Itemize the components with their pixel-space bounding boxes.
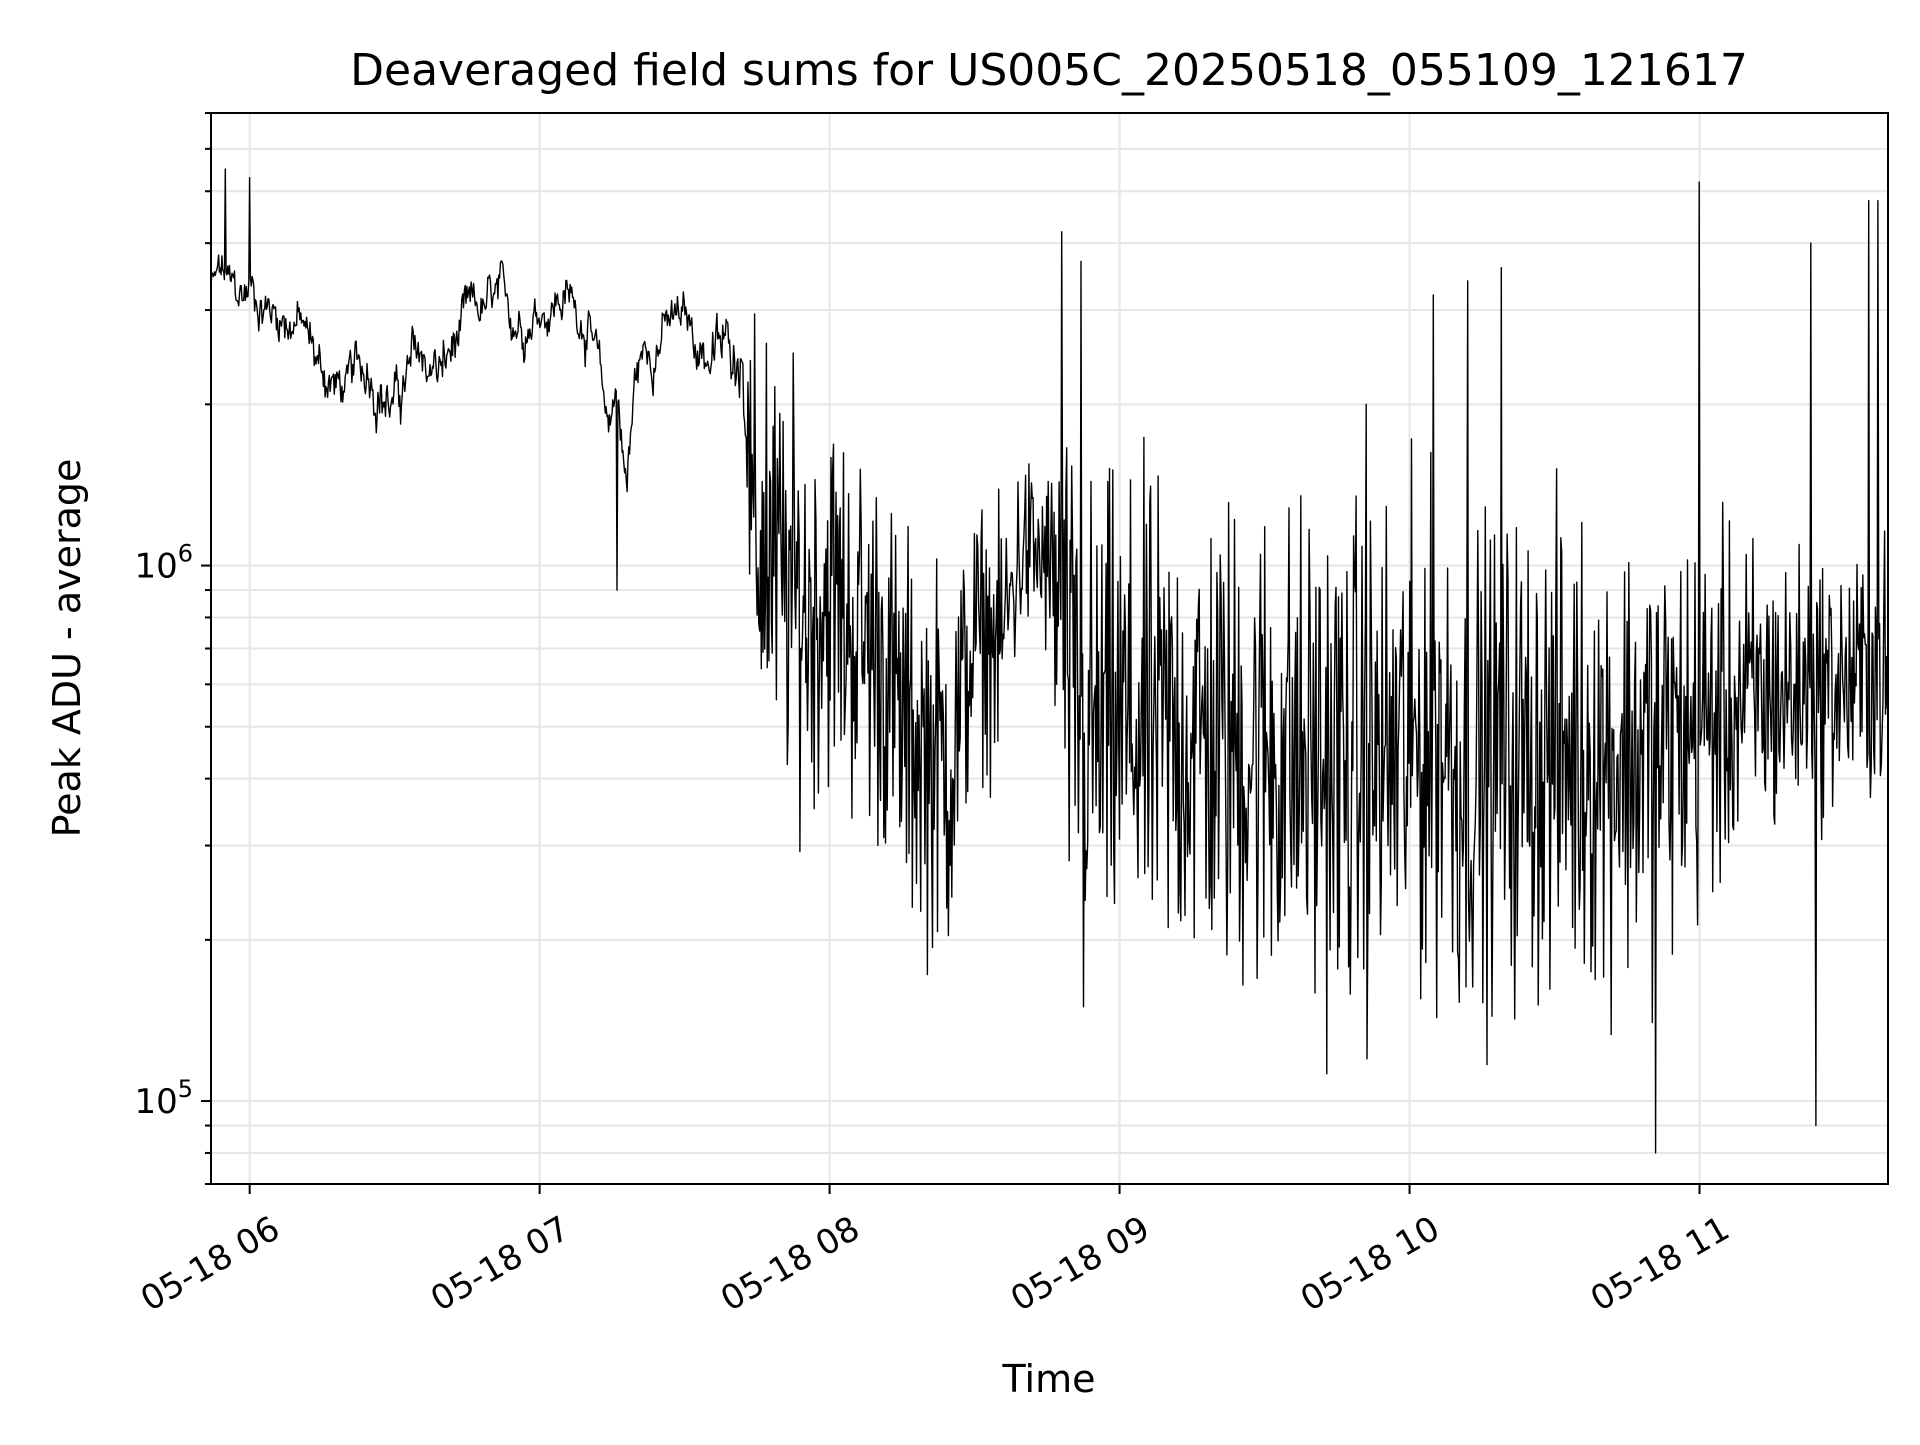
- y-tick-exponent: 6: [178, 540, 193, 568]
- data-series-line: [210, 168, 1889, 1154]
- y-axis-label: Peak ADU - average: [45, 459, 89, 838]
- y-tick-label: 105: [134, 1075, 193, 1122]
- y-tick-exponent: 5: [178, 1075, 193, 1103]
- x-axis-label: Time: [1002, 1357, 1096, 1401]
- y-tick-base: 10: [134, 1082, 177, 1122]
- y-tick-base: 10: [134, 547, 177, 587]
- line-layer: [210, 168, 1889, 1154]
- chart-title: Deaveraged field sums for US005C_2025051…: [350, 45, 1748, 96]
- y-tick-label: 106: [134, 540, 193, 587]
